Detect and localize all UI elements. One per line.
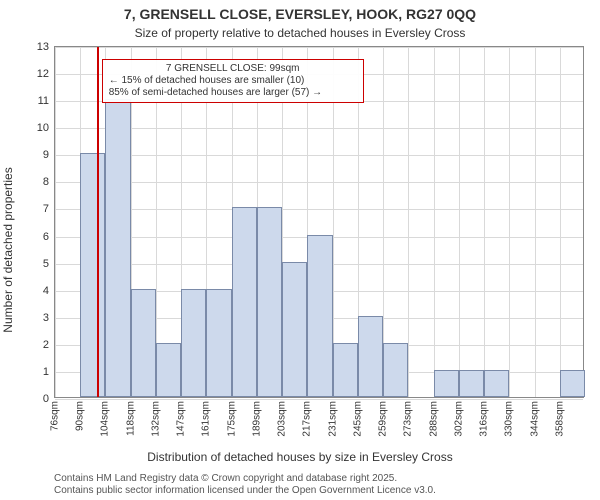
- y-tick-label: 7: [43, 203, 49, 215]
- x-tick-label: 358sqm: [554, 401, 565, 437]
- y-tick-label: 2: [43, 339, 49, 351]
- histogram-bar: [282, 262, 307, 397]
- gridline-h: [55, 399, 583, 400]
- y-tick-label: 4: [43, 285, 49, 297]
- gridline-v: [55, 47, 56, 397]
- gridline-v: [560, 47, 561, 397]
- histogram-bar: [484, 370, 509, 397]
- histogram-bar: [358, 316, 383, 397]
- y-tick-label: 10: [37, 122, 49, 134]
- x-tick-label: 90sqm: [75, 401, 86, 431]
- y-axis-label: Number of detached properties: [1, 167, 15, 332]
- gridline-h: [55, 47, 583, 48]
- footer-line-2: Contains public sector information licen…: [54, 485, 436, 496]
- histogram-bar: [206, 289, 231, 397]
- gridline-h: [55, 209, 583, 210]
- x-tick-label: 118sqm: [125, 401, 136, 436]
- y-tick-label: 9: [43, 149, 49, 161]
- y-tick-label: 12: [37, 68, 49, 80]
- x-tick-label: 203sqm: [277, 401, 288, 437]
- histogram-bar: [434, 370, 459, 397]
- property-marker-line: [97, 47, 99, 397]
- y-tick-label: 0: [43, 393, 49, 405]
- gridline-v: [509, 47, 510, 397]
- x-tick-label: 104sqm: [100, 401, 111, 437]
- x-tick-label: 330sqm: [504, 401, 515, 437]
- y-tick-label: 6: [43, 231, 49, 243]
- annotation-line: 7 GRENSELL CLOSE: 99sqm: [109, 63, 357, 75]
- histogram-bar: [131, 289, 156, 397]
- gridline-h: [55, 182, 583, 183]
- histogram-bar: [459, 370, 484, 397]
- histogram-bar: [105, 99, 130, 397]
- y-tick-label: 11: [38, 95, 49, 107]
- x-tick-label: 161sqm: [201, 401, 212, 437]
- gridline-v: [484, 47, 485, 397]
- x-tick-label: 316sqm: [479, 401, 490, 437]
- x-tick-label: 273sqm: [403, 401, 414, 437]
- gridline-h: [55, 155, 583, 156]
- chart-title: 7, GRENSELL CLOSE, EVERSLEY, HOOK, RG27 …: [0, 6, 600, 22]
- histogram-bar: [307, 235, 332, 397]
- histogram-bar: [560, 370, 585, 397]
- chart-container: 7, GRENSELL CLOSE, EVERSLEY, HOOK, RG27 …: [0, 0, 600, 500]
- y-tick-label: 1: [43, 366, 49, 378]
- x-tick-label: 288sqm: [428, 401, 439, 437]
- x-tick-label: 302sqm: [453, 401, 464, 437]
- gridline-v: [434, 47, 435, 397]
- histogram-bar: [333, 343, 358, 397]
- histogram-bar: [156, 343, 181, 397]
- histogram-bar: [80, 153, 105, 397]
- y-tick-label: 3: [43, 312, 49, 324]
- gridline-h: [55, 128, 583, 129]
- histogram-bar: [232, 207, 257, 397]
- y-tick-label: 5: [43, 258, 49, 270]
- histogram-bar: [257, 207, 282, 397]
- histogram-bar: [181, 289, 206, 397]
- x-tick-label: 189sqm: [251, 401, 262, 437]
- footer-line-1: Contains HM Land Registry data © Crown c…: [54, 473, 397, 484]
- x-tick-label: 217sqm: [302, 401, 313, 437]
- x-tick-label: 259sqm: [378, 401, 389, 437]
- gridline-v: [459, 47, 460, 397]
- gridline-v: [535, 47, 536, 397]
- x-tick-label: 147sqm: [176, 401, 187, 437]
- x-tick-label: 175sqm: [226, 401, 237, 437]
- plot-area: 01234567891011121376sqm90sqm104sqm118sqm…: [54, 46, 584, 398]
- y-tick-label: 13: [37, 41, 49, 53]
- x-tick-label: 245sqm: [352, 401, 363, 437]
- annotation-line: 85% of semi-detached houses are larger (…: [109, 87, 357, 99]
- chart-subtitle: Size of property relative to detached ho…: [0, 26, 600, 40]
- gridline-v: [408, 47, 409, 397]
- histogram-bar: [383, 343, 408, 397]
- x-tick-label: 76sqm: [50, 401, 61, 431]
- x-tick-label: 231sqm: [327, 401, 338, 437]
- y-tick-label: 8: [43, 176, 49, 188]
- x-tick-label: 132sqm: [150, 401, 161, 437]
- x-axis-label: Distribution of detached houses by size …: [0, 450, 600, 464]
- annotation-line: ← 15% of detached houses are smaller (10…: [109, 75, 357, 87]
- x-tick-label: 344sqm: [529, 401, 540, 437]
- annotation-box: 7 GRENSELL CLOSE: 99sqm← 15% of detached…: [102, 59, 364, 103]
